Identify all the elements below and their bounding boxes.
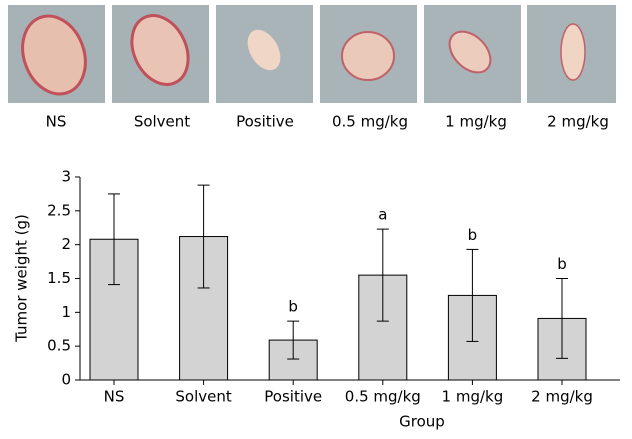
x-tick-label: NS — [104, 388, 125, 406]
tumor — [341, 31, 395, 81]
error-bar — [466, 248, 479, 342]
x-tick-label: Positive — [264, 388, 322, 406]
annotation: a — [378, 206, 387, 224]
photo-label: 0.5 mg/kg — [332, 113, 408, 131]
photo-label: Positive — [236, 113, 294, 131]
photo-label: Solvent — [134, 113, 190, 131]
error-bar — [556, 278, 568, 359]
y-tick-label: 1 — [61, 303, 71, 321]
photos — [8, 5, 616, 103]
error-bar — [197, 184, 210, 289]
y-tick-label: 2.5 — [47, 201, 71, 219]
x-tick-label: Solvent — [175, 388, 231, 406]
y-axis-title: Tumor weight (g) — [13, 214, 31, 343]
tumor — [130, 14, 190, 86]
tumor — [560, 23, 586, 81]
x-tick-label: 2 mg/kg — [531, 388, 593, 406]
x-tick-label: 1 mg/kg — [442, 388, 504, 406]
tumor — [21, 14, 87, 96]
error-bar — [376, 228, 389, 322]
y-tick-label: 2 — [61, 235, 71, 253]
tumor — [247, 29, 281, 71]
photo-label: 1 mg/kg — [445, 113, 507, 131]
x-tick-label: 0.5 mg/kg — [345, 388, 421, 406]
photo-label: NS — [46, 113, 67, 131]
annotation: b — [557, 255, 567, 273]
y-tick-label: 1.5 — [47, 269, 71, 287]
annotation: b — [468, 226, 478, 244]
annotation: b — [288, 298, 298, 316]
x-axis-title: Group — [399, 413, 445, 431]
y-tick-label: 0.5 — [47, 337, 71, 355]
tumor — [448, 30, 492, 74]
error-bar — [108, 193, 120, 286]
photo-labels: NS Solvent Positive 0.5 mg/kg 1 mg/kg 2 … — [46, 113, 609, 131]
error-bar — [287, 320, 300, 360]
photo-label: 2 mg/kg — [547, 113, 609, 131]
y-tick-label: 0 — [61, 371, 71, 389]
y-tick-label: 3 — [61, 168, 71, 186]
